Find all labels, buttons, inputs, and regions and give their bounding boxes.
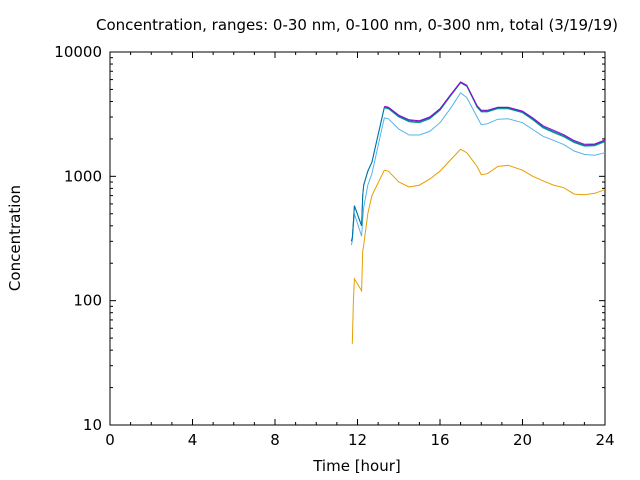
- y-tick-label: 1000: [64, 167, 102, 185]
- x-tick-label: 0: [105, 431, 115, 449]
- y-tick-label: 10: [83, 416, 102, 434]
- series-line-5: [384, 81, 606, 145]
- plot-area-frame: [109, 51, 606, 426]
- y-tick-label: 100: [73, 292, 102, 310]
- x-tick-label: 16: [430, 431, 449, 449]
- x-tick-label: 12: [348, 431, 367, 449]
- x-tick-label: 8: [270, 431, 280, 449]
- series-line-2: [350, 92, 606, 246]
- chart-title: Concentration, ranges: 0-30 nm, 0-100 nm…: [96, 16, 618, 34]
- x-tick-label: 20: [513, 431, 532, 449]
- x-axis-label: Time [hour]: [312, 457, 401, 475]
- x-tick-label: 4: [188, 431, 198, 449]
- axis-layer: 0 4 8 12 16 20 24 10 100 1000 10000: [54, 43, 614, 449]
- y-axis-label: Concentration: [6, 185, 24, 291]
- y-tick-label: 10000: [54, 43, 102, 61]
- x-tick-label: 24: [595, 431, 614, 449]
- series-line-1: [351, 148, 606, 344]
- series-layer: [350, 81, 606, 344]
